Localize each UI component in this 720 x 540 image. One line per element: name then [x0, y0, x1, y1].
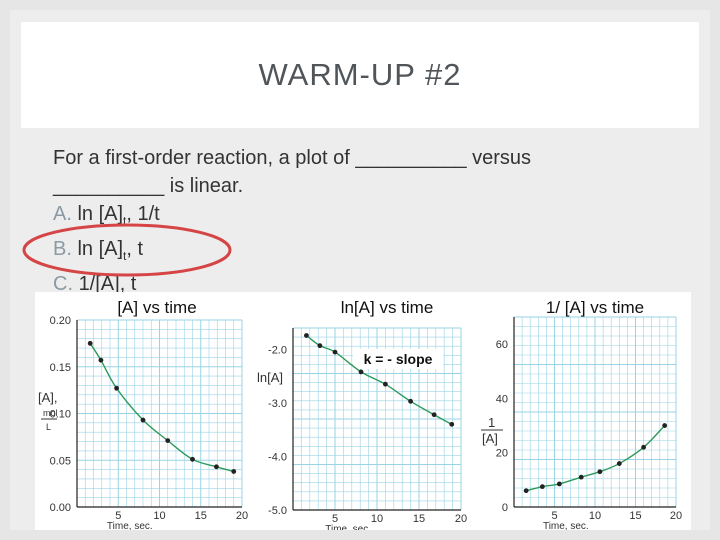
data-point — [539, 484, 545, 490]
y-tick-label: 0.00 — [50, 502, 71, 514]
x-tick-label: 20 — [236, 510, 248, 522]
y-axis-label-unit-den: L — [46, 422, 51, 432]
x-tick-label: 10 — [371, 513, 383, 525]
data-point — [578, 474, 584, 480]
y-tick-label: 60 — [496, 339, 508, 351]
y-tick-label: 20 — [496, 448, 508, 460]
data-point — [114, 385, 119, 391]
data-point — [523, 488, 529, 494]
data-point — [140, 417, 146, 423]
y-axis-label: [A], — [38, 390, 58, 405]
fit-curve — [89, 342, 234, 473]
option-a-letter: A. — [53, 203, 72, 225]
data-point — [87, 340, 93, 346]
data-point — [358, 369, 364, 375]
option-c-letter: C. — [53, 273, 73, 295]
x-tick-label: 20 — [670, 510, 682, 522]
y-tick-label: 0.05 — [50, 455, 71, 467]
y-tick-label: -2.0 — [268, 344, 287, 356]
data-point — [190, 456, 195, 462]
x-tick-label: 10 — [153, 510, 165, 522]
x-tick-label: 5 — [332, 513, 338, 525]
chart-title: ln[A] vs time — [341, 298, 434, 317]
annotation-background — [353, 349, 443, 369]
data-point — [431, 412, 437, 418]
y-axis-label: ln[A] — [257, 370, 283, 385]
question-line-2: __________ is linear. — [53, 175, 244, 197]
data-point — [616, 461, 622, 466]
data-point — [597, 469, 603, 475]
option-a-text-2: , 1/t — [126, 203, 160, 225]
option-b-text: ln [A] — [77, 238, 124, 260]
annotation-text: k = - slope — [364, 351, 433, 367]
title-box: WARM-UP #2 — [21, 22, 699, 128]
data-point — [98, 357, 104, 363]
x-axis-label: Time, sec. — [107, 521, 153, 530]
y-tick-label: 0.20 — [50, 315, 71, 327]
x-tick-label: 20 — [455, 513, 467, 525]
x-tick-label: 15 — [413, 513, 425, 525]
option-a-subscript: t — [123, 214, 127, 228]
data-point — [662, 423, 668, 428]
x-tick-label: 15 — [629, 510, 641, 522]
data-point — [304, 333, 309, 338]
option-b-letter: B. — [53, 238, 72, 260]
x-tick-label: 5 — [551, 510, 557, 522]
option-a[interactable]: A. ln [A]t, 1/t — [53, 200, 693, 235]
x-tick-label: 15 — [195, 510, 207, 522]
y-tick-label: 0 — [502, 502, 508, 514]
x-axis-label: Time, sec — [325, 524, 368, 530]
y-tick-label: 0.10 — [50, 409, 71, 421]
y-tick-label: -4.0 — [268, 451, 287, 463]
slide-title: WARM-UP #2 — [258, 57, 462, 92]
option-c-text: 1/[A], t — [78, 273, 137, 295]
option-a-text: ln [A] — [77, 203, 124, 225]
chart-title: 1/ [A] vs time — [546, 298, 644, 317]
data-point — [641, 444, 646, 450]
y-tick-label: 40 — [496, 393, 508, 405]
y-axis-label-den: [A] — [482, 431, 498, 446]
data-point — [317, 343, 323, 349]
y-axis-label-num: 1 — [488, 415, 495, 430]
y-tick-label: -3.0 — [268, 398, 287, 410]
data-point — [556, 481, 562, 487]
y-axis-label-unit-num: mol — [43, 408, 58, 418]
x-tick-label: 10 — [589, 510, 601, 522]
data-point — [332, 349, 338, 355]
question-line-1: For a first-order reaction, a plot of __… — [53, 147, 532, 169]
x-axis-label: Time, sec. — [543, 521, 589, 530]
option-b-text-2: , t — [126, 238, 144, 260]
data-point — [214, 464, 219, 470]
y-tick-label: -5.0 — [268, 505, 287, 517]
option-b[interactable]: B. ln [A]t, t — [53, 235, 693, 270]
option-c[interactable]: C. 1/[A], t — [53, 270, 693, 298]
chart-title: [A] vs time — [117, 298, 196, 317]
data-point — [408, 398, 413, 404]
data-point — [165, 438, 171, 444]
data-point — [449, 421, 455, 427]
y-tick-label: 0.15 — [50, 362, 71, 374]
x-tick-label: 5 — [115, 510, 121, 522]
plots-panel: [A] vs time 5 10 15 20 Time, sec. 0.00 0.05 0.10… — [35, 292, 691, 530]
data-point — [383, 381, 388, 387]
question-block: For a first-order reaction, a plot of __… — [53, 144, 693, 298]
fit-curve — [306, 334, 453, 425]
data-point — [231, 469, 237, 474]
